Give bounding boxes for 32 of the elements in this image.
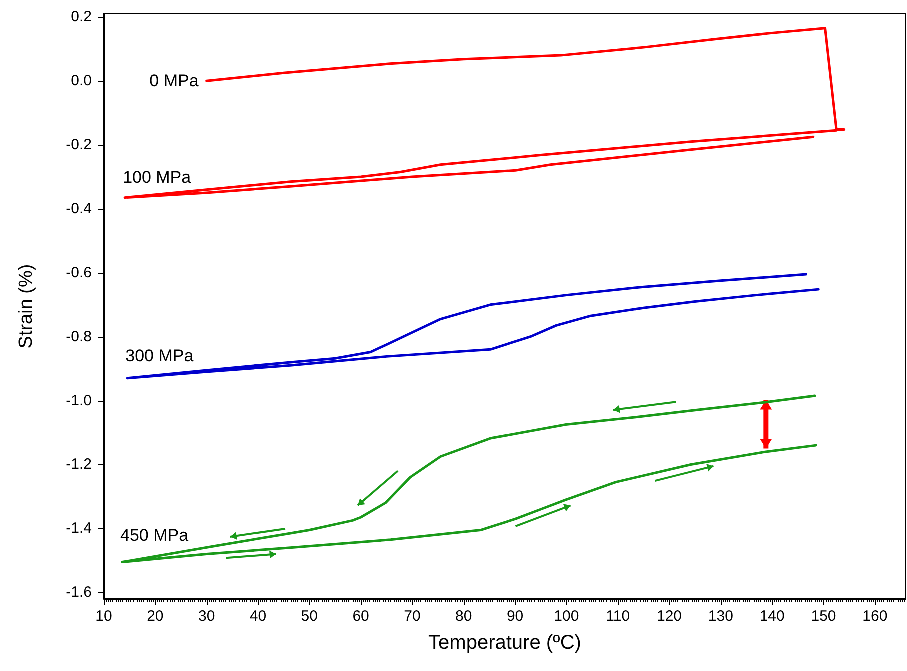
y-tick-label: -0.6 <box>66 264 92 282</box>
x-tick-label: 50 <box>301 608 318 625</box>
x-tick-label: 40 <box>250 608 267 625</box>
x-tick-label: 110 <box>606 608 630 625</box>
y-tick-label: -0.8 <box>66 328 92 346</box>
x-tick-label: 70 <box>404 608 421 625</box>
y-tick-label: -1.6 <box>66 584 92 602</box>
x-tick-label: 100 <box>554 608 580 625</box>
y-tick-label: 0.0 <box>71 72 92 90</box>
x-axis-title: Temperature (ºC) <box>428 632 582 654</box>
y-tick-label: -0.2 <box>66 136 92 154</box>
series-label: 100 MPa <box>123 168 192 187</box>
y-tick-label: -1.4 <box>66 520 92 538</box>
x-tick-label: 120 <box>656 608 682 625</box>
y-tick-label: -1.0 <box>66 392 92 410</box>
x-tick-label: 20 <box>147 608 164 625</box>
x-tick-label: 30 <box>198 608 216 625</box>
x-tick-label: 60 <box>352 608 370 625</box>
x-tick-label: 130 <box>708 608 734 625</box>
y-axis-title: Strain (%) <box>16 264 37 349</box>
series-label: 300 MPa <box>126 346 194 366</box>
series-label: 0 MPa <box>150 72 200 91</box>
x-tick-label: 10 <box>96 608 112 625</box>
x-tick-label: 140 <box>760 608 785 625</box>
series-label: 450 MPa <box>120 526 190 546</box>
x-tick-label: 150 <box>811 608 836 625</box>
x-tick-label: 80 <box>456 608 472 625</box>
x-tick-label: 90 <box>506 608 524 625</box>
y-tick-label: 0.2 <box>71 8 92 26</box>
x-tick-label: 160 <box>862 608 888 625</box>
y-tick-label: -0.4 <box>66 200 92 218</box>
y-tick-label: -1.2 <box>66 456 92 474</box>
